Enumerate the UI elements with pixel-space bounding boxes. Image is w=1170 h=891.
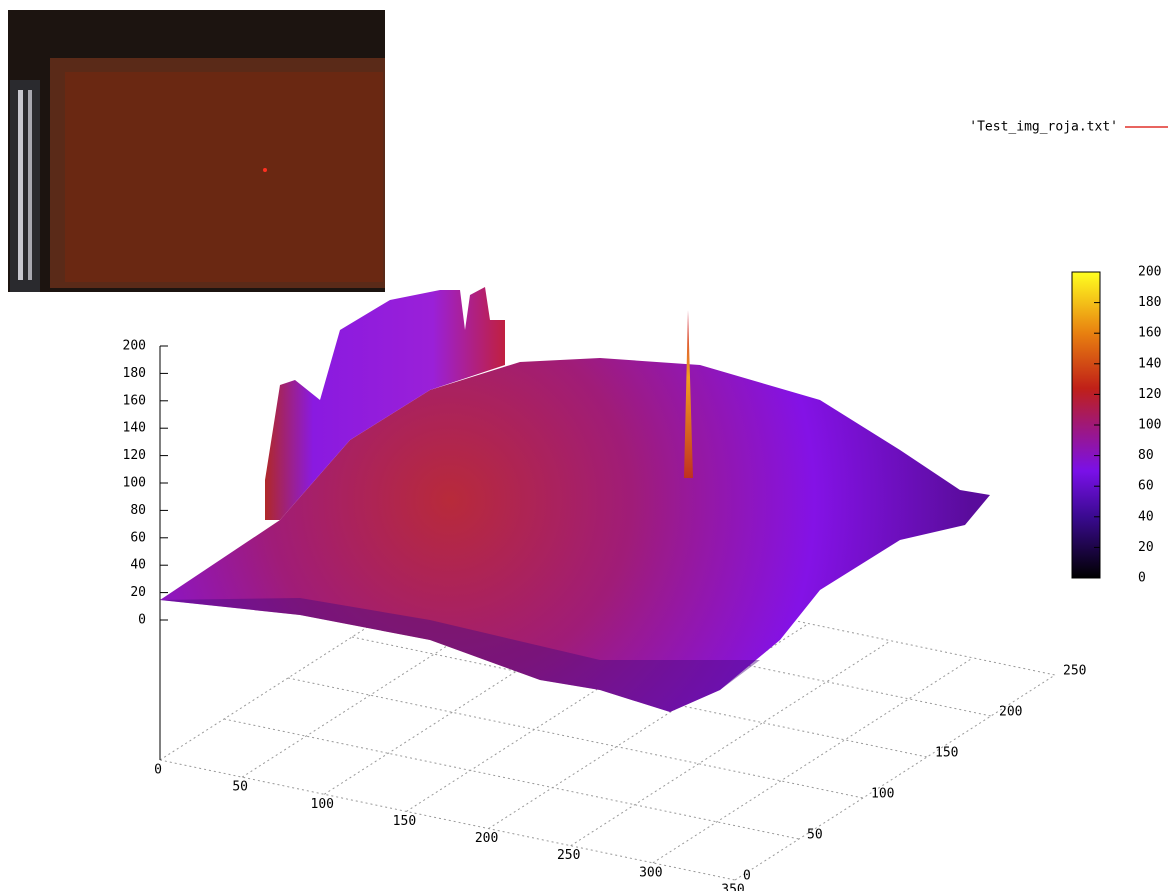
surface [160,287,990,712]
z-tick-label: 20 [130,585,146,600]
colorbar-tick-label: 20 [1138,540,1154,555]
y-tick-label: 150 [935,746,958,761]
inset-photo [8,10,385,292]
grid-line [288,678,863,798]
colorbar-tick-label: 120 [1138,387,1161,402]
x-tick-label: 200 [475,831,498,846]
x-tick-label: 100 [311,797,334,812]
x-tick-label: 150 [393,814,416,829]
x-tick-label: 0 [154,763,162,778]
colorbar-tick-label: 100 [1138,418,1161,433]
colorbar-tick-label: 140 [1138,356,1161,371]
photo-laser-dot [263,168,267,172]
x-tick-label: 300 [639,865,662,880]
z-tick-label: 0 [138,613,146,628]
chart: 'Test_img_roja.txt' 0 20 40 60 80 100 120 140 16… [0,0,1170,891]
photo-screen [65,72,383,282]
z-tick-label: 100 [123,476,146,491]
z-tick-label: 60 [130,530,146,545]
z-tick-label: 180 [123,366,146,381]
colorbar-tick-label: 180 [1138,295,1161,310]
z-tick-label: 80 [130,503,146,518]
z-tick-label: 140 [123,421,146,436]
z-tick-label: 160 [123,393,146,408]
photo-window [10,80,40,292]
colorbar-tick-label: 40 [1138,509,1154,524]
photo-light [18,90,23,280]
colorbar-tick-label: 60 [1138,479,1154,494]
z-tick-label: 120 [123,448,146,463]
x-tick-label: 250 [557,848,580,863]
colorbar-tick-label: 160 [1138,326,1161,341]
colorbar-tick-label: 80 [1138,448,1154,463]
colorbar-tick-label: 0 [1138,571,1146,586]
x-tick-label: 350 [721,883,744,891]
colorbar-tick-label: 200 [1138,265,1161,280]
photo-light [28,90,32,280]
x-tick-label: 50 [232,780,248,795]
grid-line [160,760,735,880]
legend-label: 'Test_img_roja.txt' [969,120,1118,135]
y-tick-label: 0 [743,869,751,884]
y-tick-label: 100 [871,787,894,802]
z-tick-label: 200 [123,339,146,354]
grid-line [224,719,799,839]
y-tick-label: 200 [999,705,1022,720]
y-tick-label: 50 [807,828,823,843]
z-tick-label: 40 [130,558,146,573]
y-tick-label: 250 [1063,664,1086,679]
